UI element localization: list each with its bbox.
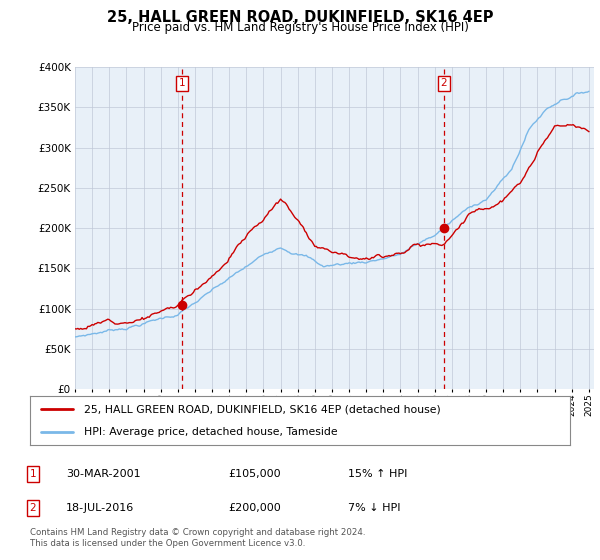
Text: 2: 2 <box>29 503 37 513</box>
Text: Price paid vs. HM Land Registry's House Price Index (HPI): Price paid vs. HM Land Registry's House … <box>131 21 469 34</box>
Text: HPI: Average price, detached house, Tameside: HPI: Average price, detached house, Tame… <box>84 427 338 437</box>
Text: Contains HM Land Registry data © Crown copyright and database right 2024.
This d: Contains HM Land Registry data © Crown c… <box>30 528 365 548</box>
Text: 1: 1 <box>29 469 37 479</box>
Text: 25, HALL GREEN ROAD, DUKINFIELD, SK16 4EP (detached house): 25, HALL GREEN ROAD, DUKINFIELD, SK16 4E… <box>84 404 441 414</box>
Text: £105,000: £105,000 <box>228 469 281 479</box>
Text: 2: 2 <box>440 78 447 88</box>
Text: 30-MAR-2001: 30-MAR-2001 <box>66 469 140 479</box>
Text: 15% ↑ HPI: 15% ↑ HPI <box>348 469 407 479</box>
Text: 7% ↓ HPI: 7% ↓ HPI <box>348 503 401 513</box>
Text: 25, HALL GREEN ROAD, DUKINFIELD, SK16 4EP: 25, HALL GREEN ROAD, DUKINFIELD, SK16 4E… <box>107 10 493 25</box>
Text: 1: 1 <box>179 78 185 88</box>
Text: £200,000: £200,000 <box>228 503 281 513</box>
Text: 18-JUL-2016: 18-JUL-2016 <box>66 503 134 513</box>
